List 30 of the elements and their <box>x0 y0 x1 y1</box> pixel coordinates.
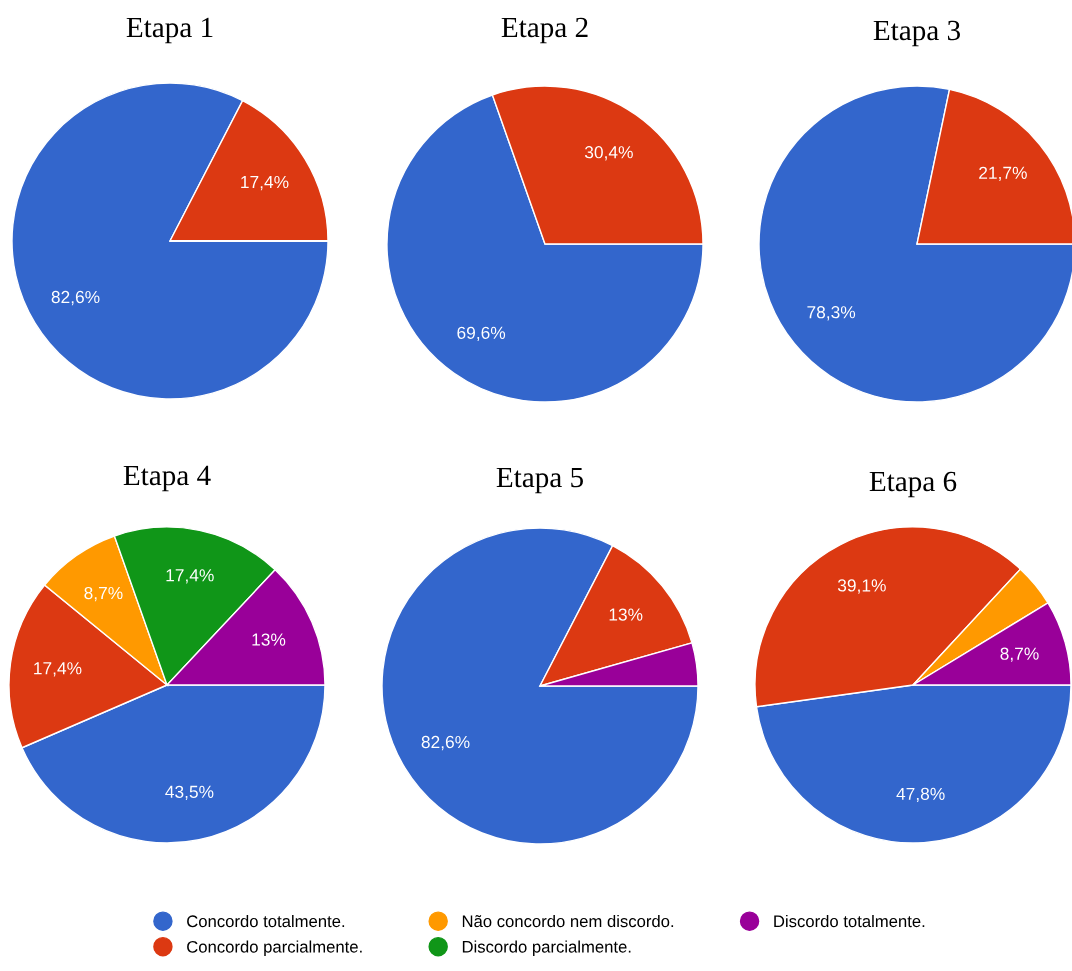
legend-label: Discordo totalmente. <box>774 914 925 928</box>
chart-title: Etapa 5 <box>496 467 583 494</box>
data-label: 39,1% <box>837 579 886 594</box>
data-label: 21,7% <box>979 166 1027 182</box>
data-label: 8,7% <box>1000 647 1039 662</box>
pie-slice <box>381 527 699 845</box>
data-label: 30,4% <box>584 146 633 161</box>
chart-title: Etapa 3 <box>873 20 960 47</box>
pie-slice <box>758 85 1072 403</box>
data-label: 17,4% <box>241 175 289 191</box>
legend-label: Discordo parcialmente. <box>462 940 631 956</box>
data-label: 13% <box>252 633 286 646</box>
chart-title: Etapa 2 <box>501 17 588 44</box>
data-label: 82,6% <box>421 735 470 751</box>
data-label: 82,6% <box>51 290 100 306</box>
pie-slice <box>11 82 329 400</box>
data-label: 17,4% <box>166 569 214 584</box>
data-label: 17,4% <box>34 662 82 677</box>
chart-title: Etapa 6 <box>869 471 957 498</box>
data-label: 69,6% <box>457 326 506 341</box>
data-label: 78,3% <box>807 306 856 321</box>
legend-label: Não concordo nem discordo. <box>462 914 674 928</box>
data-label: 8,7% <box>84 586 123 602</box>
data-label: 13% <box>609 608 643 621</box>
data-label: 47,8% <box>896 787 945 803</box>
legend-label: Concordo totalmente. <box>187 914 345 928</box>
data-label: 43,5% <box>165 785 214 801</box>
chart-title: Etapa 1 <box>126 17 213 44</box>
chart-title: Etapa 4 <box>123 465 211 492</box>
legend-label: Concordo parcialmente. <box>187 940 362 956</box>
